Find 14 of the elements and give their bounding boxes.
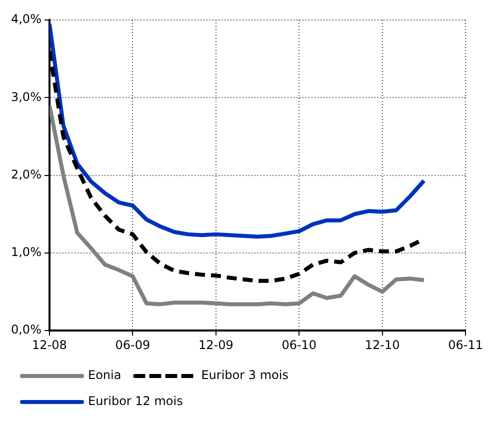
legend-label: Eonia — [88, 368, 122, 382]
legend-label: Euribor 3 mois — [201, 368, 288, 382]
legend-label: Euribor 12 mois — [88, 394, 183, 408]
y-tick-label: 3,0% — [10, 90, 42, 104]
x-tick-label: 06-11 — [448, 338, 484, 352]
y-tick-label: 1,0% — [10, 245, 42, 260]
x-tick-label: 06-10 — [282, 338, 317, 352]
y-tick-label: 2,0% — [10, 167, 42, 182]
x-tick-label: 12-08 — [32, 338, 67, 352]
x-tick-label: 12-10 — [364, 338, 400, 352]
y-tick-label: 4,0% — [10, 12, 42, 26]
y-tick-label: 0,0% — [10, 322, 42, 337]
x-tick-label: 06-09 — [115, 338, 150, 352]
x-tick-label: 12-09 — [198, 338, 234, 352]
